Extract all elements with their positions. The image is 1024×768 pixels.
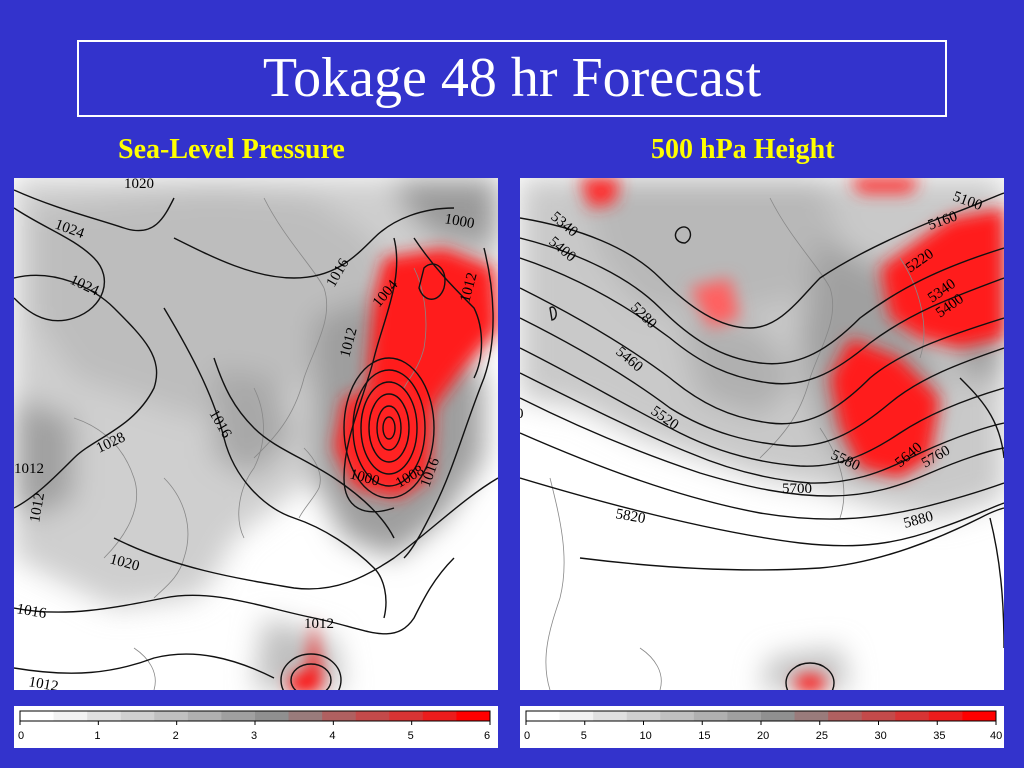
right-colorbar: 0 5 10 15 20 25 30 35 40 <box>520 706 1004 748</box>
contour-label: 5820 <box>614 506 646 527</box>
colorbar-swatch <box>559 711 594 721</box>
colorbar-tick-label: 5 <box>408 730 414 742</box>
colorbar-swatch <box>626 711 661 721</box>
contour-label: 0 <box>520 406 524 422</box>
contour-label: 1020 <box>124 178 154 192</box>
colorbar-tick-label: 10 <box>640 730 652 742</box>
colorbar-tick-label: 0 <box>18 730 24 742</box>
colorbar-swatch <box>53 711 88 721</box>
contour-label: 1016 <box>15 601 48 622</box>
colorbar-tick-label: 40 <box>990 730 1002 742</box>
colorbar-swatch <box>187 711 222 721</box>
contour-label: 1012 <box>27 491 48 523</box>
colorbar-tick-label: 15 <box>698 730 710 742</box>
colorbar-swatch <box>389 711 424 721</box>
colorbar-swatch <box>87 711 122 721</box>
contour-label: 1012 <box>27 674 59 690</box>
colorbar-tick-label: 25 <box>816 730 828 742</box>
colorbar-swatch <box>962 711 997 721</box>
colorbar-swatch <box>660 711 695 721</box>
sea-level-pressure-map: 1020 1024 1024 1028 1016 1016 1012 1004 … <box>14 178 498 690</box>
colorbar-tick-label: 3 <box>251 730 257 742</box>
colorbar-swatch <box>322 711 357 721</box>
contour-label: 1012 <box>14 461 44 477</box>
contour-label: 5700 <box>782 481 812 497</box>
slide-title: Tokage 48 hr Forecast <box>77 40 947 117</box>
contour-label: 1000 <box>348 466 381 489</box>
colorbar-tick-label: 1 <box>94 730 100 742</box>
colorbar-swatch <box>928 711 963 721</box>
colorbar-swatch <box>593 711 628 721</box>
colorbar-swatch <box>422 711 457 721</box>
colorbar-swatch <box>526 711 561 721</box>
contour-label: 1020 <box>108 551 141 574</box>
colorbar-tick-label: 35 <box>933 730 945 742</box>
colorbar-swatch <box>20 711 55 721</box>
colorbar-swatch <box>794 711 829 721</box>
isobars <box>14 189 498 690</box>
colorbar-swatch <box>895 711 930 721</box>
right-panel-title: 500 hPa Height <box>651 134 835 165</box>
colorbar-swatch <box>255 711 290 721</box>
colorbar-tick-label: 0 <box>524 730 530 742</box>
contour-label: 1000 <box>443 211 475 232</box>
colorbar-tick-label: 4 <box>329 730 335 742</box>
colorbar-swatch <box>828 711 863 721</box>
colorbar-tick-label: 5 <box>581 730 587 742</box>
colorbar-tick-label: 30 <box>875 730 887 742</box>
colorbar-tick-label: 2 <box>173 730 179 742</box>
colorbar-swatch <box>288 711 323 721</box>
colorbar-swatch <box>120 711 155 721</box>
left-colorbar: 0 1 2 3 4 5 6 <box>14 706 498 748</box>
colorbar-swatch <box>221 711 256 721</box>
colorbar-swatch <box>456 711 491 721</box>
contour-label: 1012 <box>337 326 360 359</box>
colorbar-swatch <box>727 711 762 721</box>
contour-label: 1012 <box>457 271 480 304</box>
colorbar-swatch <box>761 711 796 721</box>
colorbar-swatch <box>355 711 390 721</box>
coastlines <box>73 197 427 690</box>
colorbar-tick-label: 20 <box>757 730 769 742</box>
500hpa-height-map: 5340 5400 5280 5460 5520 5580 5640 5700 … <box>520 178 1004 690</box>
colorbar-tick-label: 6 <box>484 730 490 742</box>
colorbar-swatch <box>693 711 728 721</box>
left-panel-title: Sea-Level Pressure <box>118 134 345 165</box>
colorbar-swatch <box>861 711 896 721</box>
contour-label: 1012 <box>304 616 334 632</box>
contour-label: 5880 <box>902 509 935 532</box>
colorbar-swatch <box>154 711 189 721</box>
